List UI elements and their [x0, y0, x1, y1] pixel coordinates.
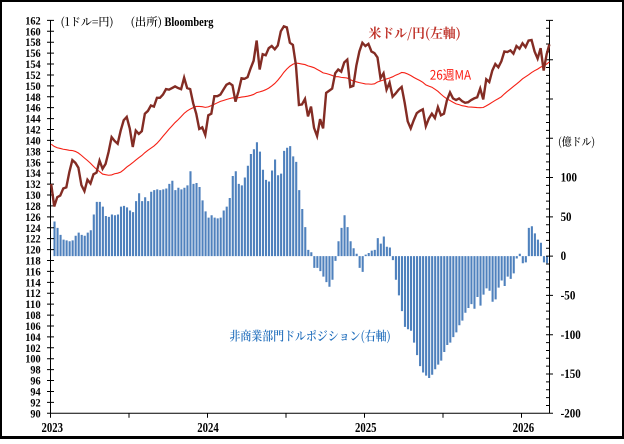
svg-text:152: 152 [25, 69, 41, 82]
svg-text:-200: -200 [561, 406, 581, 420]
svg-text:126: 126 [25, 211, 41, 224]
svg-text:140: 140 [25, 134, 41, 147]
svg-text:120: 120 [25, 244, 41, 257]
svg-text:118: 118 [25, 254, 41, 267]
svg-text:112: 112 [25, 287, 41, 300]
svg-text:158: 158 [25, 36, 41, 49]
svg-text:94: 94 [30, 385, 40, 398]
svg-text:136: 136 [25, 156, 41, 169]
svg-text:2026: 2026 [513, 420, 535, 435]
svg-text:142: 142 [25, 124, 41, 137]
svg-text:-50: -50 [561, 289, 576, 303]
svg-text:-150: -150 [561, 367, 581, 381]
svg-text:Bloomberg: Bloomberg [165, 15, 215, 29]
svg-text:108: 108 [25, 309, 41, 322]
svg-text:154: 154 [25, 58, 41, 71]
svg-text:90: 90 [30, 407, 40, 420]
svg-text:-100: -100 [561, 328, 581, 342]
svg-text:132: 132 [25, 178, 41, 191]
svg-text:50: 50 [561, 210, 572, 224]
svg-text:104: 104 [25, 331, 41, 344]
svg-text:144: 144 [25, 113, 41, 126]
svg-text:150: 150 [25, 80, 41, 93]
svg-text:92: 92 [30, 396, 40, 409]
svg-text:2025: 2025 [355, 420, 377, 435]
svg-text:160: 160 [25, 25, 41, 38]
svg-text:146: 146 [25, 102, 41, 115]
svg-text:130: 130 [25, 189, 41, 202]
svg-text:110: 110 [25, 298, 41, 311]
svg-text:122: 122 [25, 233, 41, 246]
svg-text:96: 96 [30, 375, 40, 388]
svg-text:100: 100 [561, 171, 577, 185]
svg-text:138: 138 [25, 145, 41, 158]
svg-text:162: 162 [25, 14, 41, 27]
svg-text:98: 98 [30, 364, 40, 377]
svg-text:148: 148 [25, 91, 41, 104]
svg-text:100: 100 [25, 353, 41, 366]
svg-text:0: 0 [561, 249, 567, 263]
svg-text:102: 102 [25, 342, 41, 355]
svg-text:134: 134 [25, 167, 41, 180]
svg-text:124: 124 [25, 222, 41, 235]
svg-text:156: 156 [25, 47, 41, 60]
svg-text:114: 114 [25, 276, 41, 289]
svg-text:2024: 2024 [197, 420, 219, 435]
svg-text:2023: 2023 [41, 420, 63, 435]
svg-text:128: 128 [25, 200, 41, 213]
svg-text:116: 116 [25, 265, 41, 278]
svg-text:106: 106 [25, 320, 41, 333]
